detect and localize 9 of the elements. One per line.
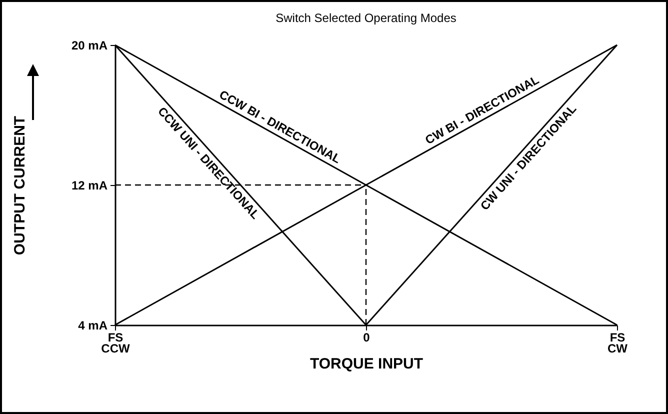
y-tick-label: 12 mA: [71, 178, 108, 192]
x-tick-label: FS CW: [608, 330, 628, 356]
chart-title: Switch Selected Operating Modes: [276, 11, 456, 25]
x-tick-label: FS CCW: [101, 330, 130, 356]
x-axis-title: TORQUE INPUT: [310, 356, 424, 372]
y-tick-label: 4 mA: [78, 318, 108, 332]
y-tick-label: 20 mA: [71, 38, 108, 52]
y-axis-title: OUTPUT CURRENT: [12, 116, 28, 256]
x-tick-label: 0: [363, 330, 370, 344]
